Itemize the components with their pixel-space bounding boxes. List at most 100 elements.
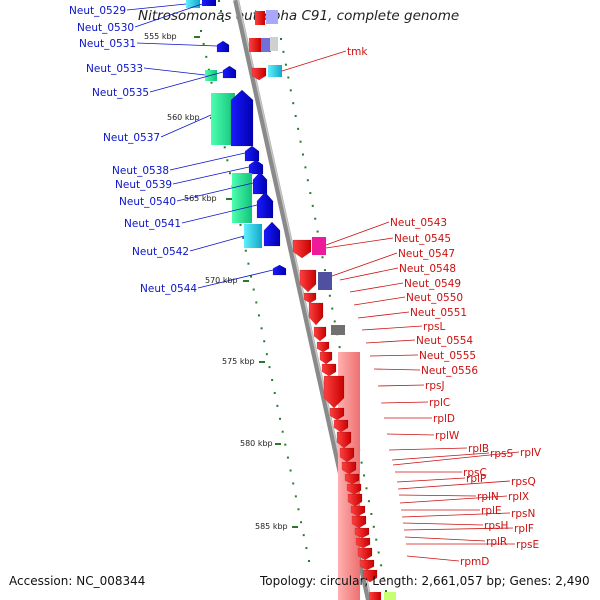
gene-neut-0542-cyan — [244, 224, 262, 248]
left-gene-label: Neut_0542 — [132, 246, 189, 258]
right-gene-label: Neut_0550 — [406, 292, 463, 304]
tick-dot — [375, 538, 378, 541]
right-leader-line — [365, 339, 416, 344]
gene-ribosomal-11 — [354, 527, 370, 539]
tick-dot — [205, 55, 208, 58]
tick-dot — [210, 81, 213, 84]
gene-cyan-b — [268, 65, 282, 77]
tick-dot — [247, 262, 250, 265]
right-gene-label: rplB — [468, 443, 489, 455]
left-leader-line — [197, 269, 274, 289]
gene-top-lilac — [266, 10, 278, 24]
scale-label: 560 kbp — [167, 113, 200, 122]
tick-dot — [220, 10, 222, 12]
gene-neut-0544 — [272, 264, 287, 276]
right-gene-label: rplF — [514, 523, 534, 535]
gene-ribosomal-2 — [333, 419, 349, 433]
tick-dot — [281, 430, 284, 433]
gene-neut-0541 — [256, 191, 274, 219]
tick-dot — [309, 192, 312, 195]
gene-ribosomal-3 — [336, 431, 352, 449]
right-gene-label: rplN — [477, 491, 499, 503]
tick-dot — [218, 0, 220, 2]
right-leader-line — [361, 325, 423, 331]
tick-dot — [382, 577, 385, 580]
tick-dot — [321, 256, 324, 259]
left-leader-line — [169, 152, 246, 171]
tick-dot — [260, 327, 263, 330]
right-gene-label: rpsQ — [511, 476, 536, 488]
gene-bottom-lime — [384, 592, 396, 600]
right-gene-label: rplE — [481, 505, 502, 517]
gene-neut-0529 — [186, 0, 200, 8]
gene-red-a — [249, 38, 261, 52]
tick-dot — [331, 307, 334, 310]
gene-neut-0556 — [321, 363, 337, 377]
tick-dot — [294, 115, 297, 118]
tick-dot — [273, 391, 276, 394]
right-leader-line — [380, 401, 429, 404]
gene-neut-0555 — [319, 351, 333, 365]
tick-dot — [363, 474, 366, 477]
tick-dot — [289, 89, 292, 92]
tick-dot — [263, 340, 266, 343]
tick-dot — [223, 146, 226, 149]
gene-neut-0530 — [202, 0, 216, 6]
tick-dot — [302, 534, 305, 537]
right-leader-line — [357, 311, 410, 319]
left-leader-line — [160, 114, 212, 138]
tick-dot — [202, 42, 205, 45]
tick-dot — [250, 275, 253, 278]
right-gene-label: rpsN — [511, 508, 535, 520]
right-leader-line — [403, 527, 514, 531]
scale-label: 580 kbp — [240, 439, 273, 448]
tick-dot — [289, 469, 292, 472]
gene-ribosomal-15 — [362, 569, 378, 583]
left-gene-label: Neut_0531 — [79, 38, 136, 50]
tick-dot — [301, 153, 304, 156]
right-leader-line — [401, 512, 511, 518]
gene-ribosomal-4 — [339, 447, 355, 463]
tick-dot — [370, 512, 373, 515]
right-gene-label: rplR — [486, 536, 507, 548]
right-leader-line — [325, 221, 390, 246]
left-gene-label: Neut_0540 — [119, 196, 176, 208]
scale-label: 570 kbp — [205, 276, 238, 285]
tick-dot — [311, 204, 314, 207]
left-leader-line — [181, 204, 258, 224]
scale-tick — [226, 198, 232, 200]
right-gene-label: rpsE — [516, 539, 539, 551]
left-leader-line — [143, 67, 206, 76]
tick-dot — [360, 461, 363, 464]
right-leader-line — [397, 480, 511, 490]
right-gene-label: rpsJ — [425, 380, 445, 392]
tick-dot — [316, 230, 319, 233]
tick-dot — [276, 404, 279, 407]
right-gene-label: Neut_0554 — [416, 335, 473, 347]
right-leader-line — [373, 368, 421, 371]
tick-dot — [308, 560, 310, 562]
tick-dot — [306, 179, 309, 182]
gene-purple-a — [261, 38, 271, 52]
tick-dot — [300, 521, 303, 524]
gene-ribosomal-8 — [347, 493, 363, 507]
left-gene-label: Neut_0539 — [115, 179, 172, 191]
tick-dot — [284, 443, 287, 446]
right-leader-line — [353, 296, 406, 306]
tick-dot — [222, 20, 224, 22]
right-leader-line — [396, 477, 466, 483]
right-gene-label: Neut_0543 — [390, 217, 447, 229]
left-leader-line — [176, 182, 254, 202]
genome-summary-text: Topology: circular; Length: 2,661,057 bp… — [260, 574, 590, 588]
genome-title: Nitrosomonas eutropha C91, complete geno… — [138, 8, 460, 24]
scale-label: 555 kbp — [144, 32, 177, 41]
tick-dot — [226, 159, 229, 162]
right-gene-label: Neut_0549 — [404, 278, 461, 290]
gene-neut-0554 — [316, 341, 330, 353]
tick-dot — [280, 38, 282, 40]
left-gene-label: Neut_0537 — [103, 132, 160, 144]
gene-neut-0547 — [299, 269, 317, 293]
left-gene-label: Neut_0535 — [92, 87, 149, 99]
genes-layer — [186, 0, 396, 600]
